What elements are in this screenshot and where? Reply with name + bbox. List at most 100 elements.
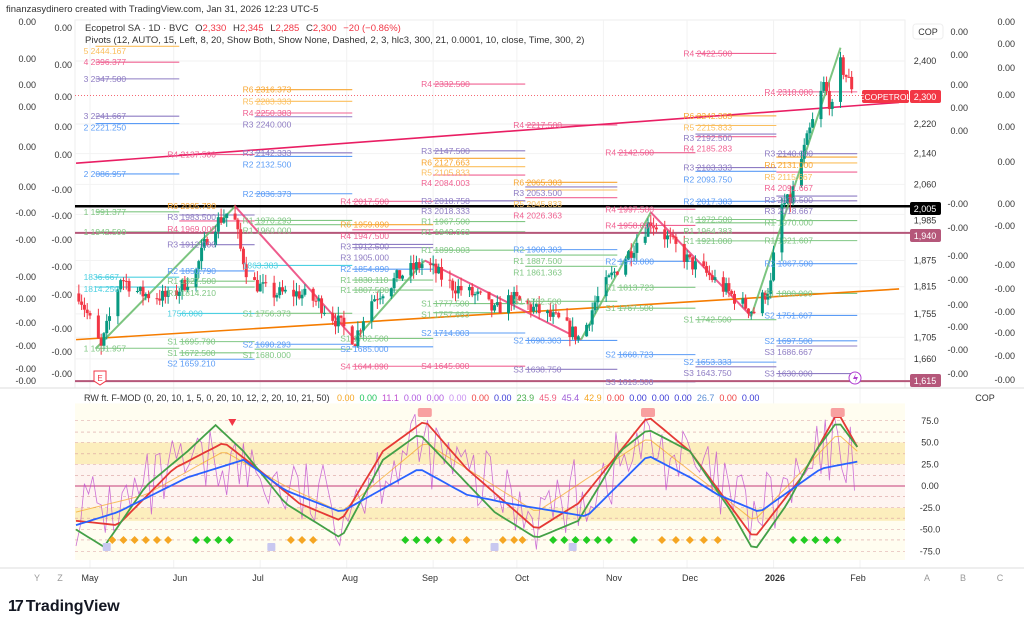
pivot-value: 1756.000 xyxy=(167,308,203,318)
pivot-level-text: R1 1814.210 xyxy=(167,288,216,298)
right-scale-value: 0.00 xyxy=(950,80,968,90)
pivot-level-text: 4 2396.377 xyxy=(84,57,127,67)
pivot-label: 1 xyxy=(84,227,91,237)
pivot-label: R6 xyxy=(764,160,777,170)
right-scale-value: -0.00 xyxy=(947,369,968,379)
pivot-label: R4 xyxy=(764,87,777,97)
left-scale-value: 0.00 xyxy=(18,54,36,64)
candle-body xyxy=(428,264,432,266)
candle-body xyxy=(158,298,162,301)
candle-body xyxy=(281,287,285,292)
pivot-label: R3 xyxy=(340,253,353,263)
pivot-label: R4 xyxy=(340,196,353,206)
price-tick-label: 2,140 xyxy=(914,149,937,159)
pivot-label: R2 xyxy=(683,196,696,206)
signal-box-marker xyxy=(830,408,845,417)
candle-body xyxy=(378,298,382,300)
green-diamond-marker xyxy=(225,536,234,544)
green-diamond-marker xyxy=(593,536,602,544)
oscillator-legend[interactable]: RW ft. F-MOD (0, 20, 10, 1, 5, 0, 20, 10… xyxy=(84,393,759,403)
right-scale-value: -0.00 xyxy=(947,345,968,355)
pivot-label: S4 xyxy=(340,361,353,371)
candle-body xyxy=(77,293,81,302)
pivot-label: S2 xyxy=(764,336,777,346)
candle-body xyxy=(744,298,748,309)
candle-body xyxy=(236,219,240,230)
pivot-level-text: R4 2091.667 xyxy=(764,183,813,193)
pivot-level-text: R4 1997.500 xyxy=(605,204,654,214)
event-marker-icon[interactable] xyxy=(848,371,862,385)
pivot-level-text: S1 1777.500 xyxy=(421,299,469,309)
pivots-legend[interactable]: Pivots (12, AUTO, 15, Left, 8, 20, Show … xyxy=(85,35,584,46)
right-scale-value: -0.00 xyxy=(994,221,1015,231)
pivot-level-text: R2 1854.890 xyxy=(340,264,389,274)
pivot-label: S1 xyxy=(167,337,180,347)
candle-body xyxy=(604,277,608,297)
candle-body xyxy=(278,287,282,296)
candle-body xyxy=(783,202,787,205)
candle-body xyxy=(663,229,667,240)
candle-body xyxy=(551,312,555,317)
symbol-legend[interactable]: Ecopetrol SA · 1D · BVC O2,330 H2,345 L2… xyxy=(85,23,584,46)
pivot-label: R1 xyxy=(421,245,434,255)
pivot-value: 1807.500 xyxy=(353,285,389,295)
left-scale-value: 0.00 xyxy=(18,17,36,27)
pivot-level-text: R1 1887.500 xyxy=(513,256,562,266)
pivot-level-text: S1 1800.000 xyxy=(764,288,812,298)
pivot-value: 1757.663 xyxy=(434,310,470,320)
candle-body xyxy=(183,279,187,290)
oscillator-legend-value: 0.00 xyxy=(404,393,422,403)
green-diamond-marker xyxy=(214,536,223,544)
pivot-label: R2 xyxy=(243,189,256,199)
pivot-value: 1643.750 xyxy=(696,368,732,378)
candle-body xyxy=(498,302,502,314)
pivot-label: R3 xyxy=(764,195,777,205)
candle-body xyxy=(769,280,773,294)
pivot-value: 1873.000 xyxy=(619,256,655,266)
pivot-value: 1756.373 xyxy=(255,308,291,318)
candle-body xyxy=(409,263,413,276)
pivot-value: 2192.500 xyxy=(697,133,733,143)
price-axis[interactable]: COP 2,400 2,220 2,140 2,060 1,985 1,875 1,815 1… xyxy=(912,23,944,364)
pivot-label: R3 xyxy=(683,133,696,143)
candle-body xyxy=(685,254,689,262)
earnings-marker[interactable]: E xyxy=(93,370,107,386)
time-axis[interactable]: Y Z May Jun Jul Aug Sep Oct Nov Dec 2026 Feb A B C xyxy=(34,573,1004,583)
time-axis-label: Jul xyxy=(252,573,264,583)
pivot-label: R6 xyxy=(167,201,180,211)
candle-body xyxy=(791,186,795,204)
candle-body xyxy=(593,302,597,311)
pivot-level-text: S1 1757.663 xyxy=(421,310,469,320)
last-price-label: 2,300 xyxy=(914,92,937,102)
candle-body xyxy=(808,127,812,134)
pivot-level-text: 2 2086.957 xyxy=(84,169,127,179)
pivot-value: 1613.500 xyxy=(618,377,654,387)
candle-body xyxy=(585,324,589,337)
pivot-label: 1 xyxy=(84,207,91,217)
pivot-level-text: R1 1813.723 xyxy=(605,282,654,292)
candle-body xyxy=(822,82,826,91)
level-1940-label: 1,940 xyxy=(914,231,937,241)
candle-body xyxy=(88,313,92,316)
pivot-value: 2221.250 xyxy=(91,123,127,133)
pivot-value: 2018.667 xyxy=(778,206,814,216)
left-scale-value: -0.00 xyxy=(15,235,36,245)
pivot-value: 1887.500 xyxy=(526,256,562,266)
left-scale-value: -0.00 xyxy=(51,185,72,195)
pivot-value: 1668.723 xyxy=(618,350,654,360)
pivot-label: R1 xyxy=(513,267,526,277)
price-tick-label: 1,985 xyxy=(914,215,937,225)
zigzag-segment xyxy=(94,205,236,350)
candle-body xyxy=(300,294,304,299)
pivot-label: R2 xyxy=(340,264,353,274)
pivot-level-text: R1 1960.000 xyxy=(243,226,292,236)
left-scale-value: -0.00 xyxy=(51,235,72,245)
pivot-level-text: R1 1899.003 xyxy=(421,245,470,255)
candle-body xyxy=(272,282,276,298)
candle-body xyxy=(786,194,789,203)
pivot-level-text: R4 2332.500 xyxy=(421,79,470,89)
brand-name: TradingView xyxy=(25,598,120,615)
candle-body xyxy=(459,285,463,291)
oscillator-axis[interactable]: COP 75.0 50.0 25.0 0.00 -25.0 -50.0 -75.0 xyxy=(920,393,995,556)
